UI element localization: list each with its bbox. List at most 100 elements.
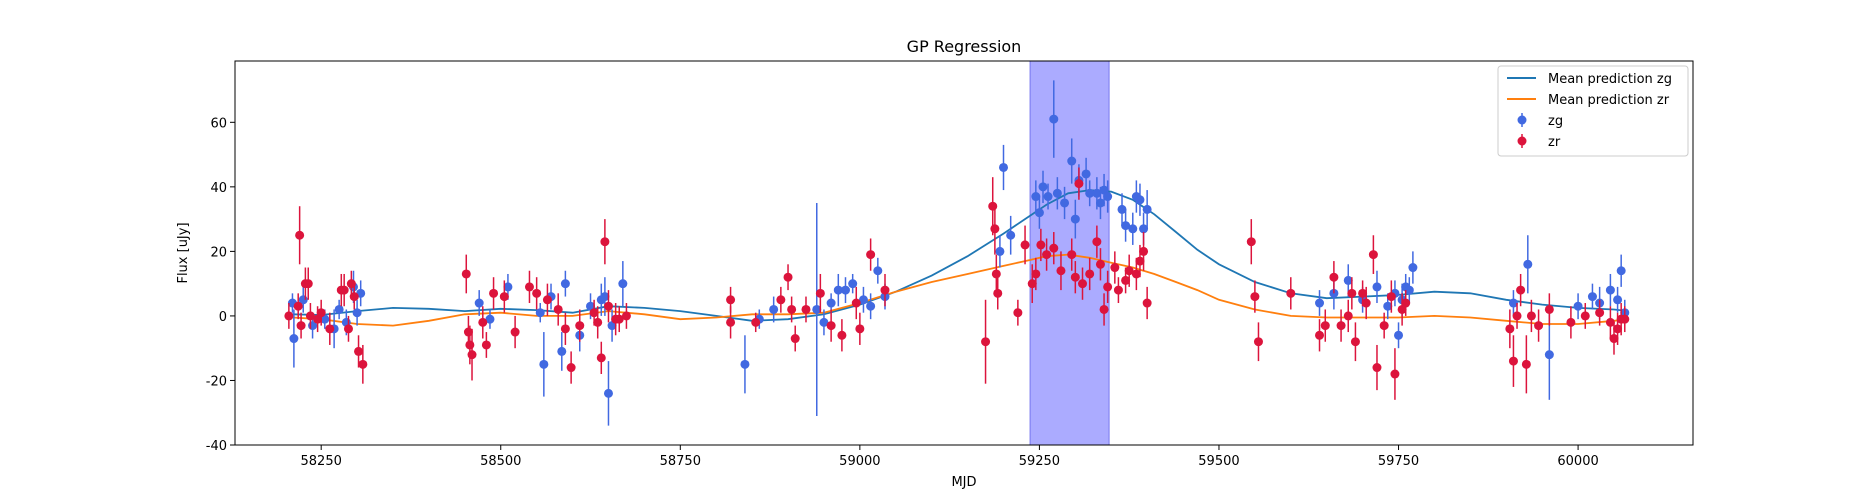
data-point-zr bbox=[542, 295, 552, 305]
data-point-zr bbox=[284, 311, 294, 321]
data-point-zr bbox=[603, 301, 613, 311]
data-point-zg bbox=[812, 304, 822, 314]
x-tick-label: 60000 bbox=[1557, 454, 1598, 469]
data-point-zg bbox=[1315, 298, 1325, 308]
data-point-zr bbox=[1401, 298, 1411, 308]
data-point-zr bbox=[726, 295, 736, 305]
data-point-zg bbox=[289, 334, 299, 344]
data-point-zr bbox=[1139, 246, 1149, 256]
x-tick-label: 58750 bbox=[660, 454, 701, 469]
data-point-zr bbox=[1521, 359, 1531, 369]
data-point-zr bbox=[751, 317, 761, 327]
data-point-zg bbox=[1128, 224, 1138, 234]
data-point-zg bbox=[1383, 301, 1393, 311]
data-point-zr bbox=[343, 324, 353, 334]
data-point-zg bbox=[1060, 198, 1070, 208]
data-point-zg bbox=[848, 279, 858, 289]
y-axis: -40 -20 0 20 40 60 bbox=[206, 116, 235, 454]
data-point-zr bbox=[303, 279, 313, 289]
data-point-zr bbox=[981, 337, 991, 347]
data-point-zr bbox=[325, 324, 335, 334]
data-point-zr bbox=[1099, 304, 1109, 314]
data-point-zr bbox=[826, 321, 836, 331]
data-point-zr bbox=[1074, 179, 1084, 189]
data-point-zr bbox=[1544, 304, 1554, 314]
legend-swatch-zr-marker bbox=[1517, 136, 1527, 146]
data-point-zg bbox=[1343, 275, 1353, 285]
data-point-zr bbox=[1070, 272, 1080, 282]
chart-title: GP Regression bbox=[907, 37, 1022, 56]
data-point-zr bbox=[1013, 308, 1023, 318]
data-point-zr bbox=[524, 282, 534, 292]
legend-frame bbox=[1497, 65, 1689, 157]
data-point-zr bbox=[1142, 298, 1152, 308]
data-point-zr bbox=[1609, 334, 1619, 344]
data-point-zg bbox=[1142, 204, 1152, 214]
data-point-zr bbox=[349, 292, 359, 302]
data-point-zr bbox=[1390, 369, 1400, 379]
data-point-zr bbox=[1566, 317, 1576, 327]
data-point-zr bbox=[1368, 250, 1378, 260]
data-point-zr bbox=[1516, 285, 1526, 295]
x-tick-label: 59500 bbox=[1198, 454, 1239, 469]
data-point-zg bbox=[603, 388, 613, 398]
data-point-zr bbox=[354, 346, 364, 356]
data-point-zr bbox=[1036, 240, 1046, 250]
data-point-zr bbox=[467, 350, 477, 360]
x-tick-label: 59250 bbox=[1019, 454, 1060, 469]
data-point-zg bbox=[1070, 214, 1080, 224]
y-tick-label: -20 bbox=[206, 374, 227, 389]
data-point-zg bbox=[826, 298, 836, 308]
data-point-zr bbox=[478, 317, 488, 327]
data-point-zg bbox=[1573, 301, 1583, 311]
data-point-zg bbox=[1085, 188, 1095, 198]
data-point-zr bbox=[1042, 250, 1052, 260]
data-point-zg bbox=[1404, 285, 1414, 295]
data-point-zr bbox=[358, 359, 368, 369]
data-point-zr bbox=[1246, 237, 1256, 247]
data-point-zg bbox=[1523, 259, 1533, 269]
data-point-zr bbox=[1253, 337, 1263, 347]
legend-swatch-zg-marker bbox=[1517, 115, 1527, 125]
data-point-zr bbox=[1595, 308, 1605, 318]
legend-label-zg: zg bbox=[1548, 114, 1563, 129]
data-point-zr bbox=[1315, 330, 1325, 340]
data-point-zg bbox=[539, 359, 549, 369]
data-point-zr bbox=[726, 317, 736, 327]
legend-label-zr-line: Mean prediction zr bbox=[1548, 93, 1670, 108]
data-point-zg bbox=[769, 304, 779, 314]
data-point-zr bbox=[1020, 240, 1030, 250]
data-point-zr bbox=[596, 353, 606, 363]
data-point-zg bbox=[1616, 266, 1626, 276]
data-point-zg bbox=[1052, 188, 1062, 198]
data-point-zg bbox=[873, 266, 883, 276]
data-point-zg bbox=[1544, 350, 1554, 360]
data-point-zg bbox=[334, 304, 344, 314]
data-point-zg bbox=[858, 295, 868, 305]
data-point-zr bbox=[614, 314, 624, 324]
data-point-zr bbox=[600, 237, 610, 247]
data-point-zr bbox=[1113, 285, 1123, 295]
data-point-zg bbox=[474, 298, 484, 308]
data-point-zr bbox=[1336, 321, 1346, 331]
data-point-zr bbox=[463, 327, 473, 337]
plot-frame bbox=[234, 60, 1694, 446]
legend-label-zr: zr bbox=[1548, 135, 1561, 150]
data-point-zg bbox=[1095, 198, 1105, 208]
data-point-zg bbox=[560, 279, 570, 289]
data-point-zr bbox=[1031, 269, 1041, 279]
data-point-zg bbox=[485, 314, 495, 324]
data-point-zr bbox=[837, 330, 847, 340]
data-point-zg bbox=[833, 285, 843, 295]
data-point-zr bbox=[1095, 259, 1105, 269]
data-point-zr bbox=[1361, 298, 1371, 308]
data-point-zr bbox=[1329, 272, 1339, 282]
data-point-zr bbox=[560, 324, 570, 334]
data-point-zr bbox=[532, 288, 542, 298]
data-point-zr bbox=[1358, 288, 1368, 298]
data-point-zr bbox=[790, 334, 800, 344]
data-point-zr bbox=[1092, 237, 1102, 247]
data-point-zg bbox=[1135, 195, 1145, 205]
data-point-zg bbox=[1394, 330, 1404, 340]
data-point-zr bbox=[1508, 356, 1518, 366]
